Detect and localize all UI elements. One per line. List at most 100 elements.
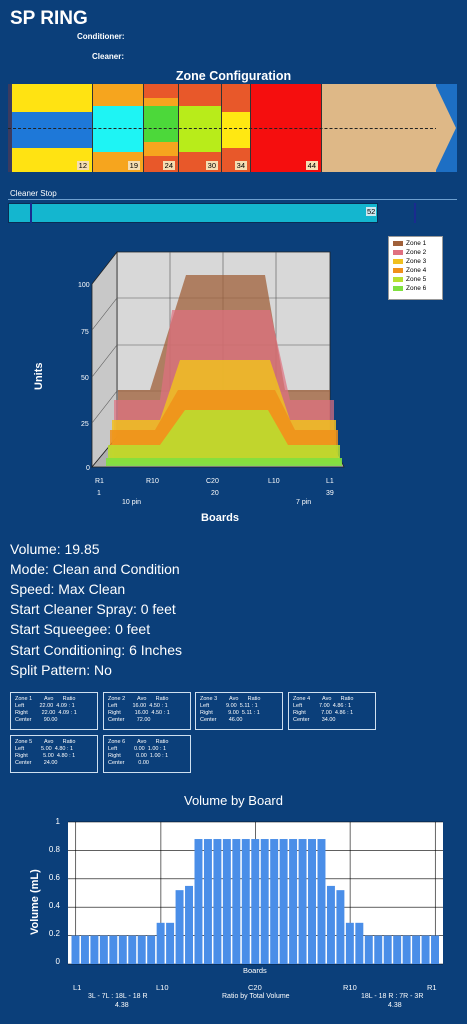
footer-left-value: 4.38 [115,1002,129,1009]
zone-label-4: 30 [205,161,218,170]
volume-bar-8 [137,935,146,964]
zone-box-3: Zone 3 Avo Ratio Left 9.00 5.11 : 1 Right … [195,692,283,730]
zone-label-1: 12 [76,161,89,170]
volume-text: Volume: 19.85 [10,541,100,557]
volume-bar-16 [213,839,222,964]
speed-text: Speed: Max Clean [10,581,126,597]
vol-xtick-l10: L10 [156,983,169,992]
volume-bar-24 [289,839,298,964]
volume-bar-6 [118,935,127,964]
zone-box-4: Zone 4 Avo Ratio Left 7.00 4.86 : 1 Right … [288,692,376,730]
volume-bar-23 [279,839,288,964]
volume-bar-1 [71,935,80,964]
footer-left-ratio: 3L - 7L : 18L - 18 R [88,993,148,1000]
footer-right-value: 4.38 [388,1002,402,1009]
y-tick-0: 0 [86,465,90,472]
vol-xaxis-label: Boards [243,966,267,975]
volume-chart-title: Volume by Board [183,793,283,808]
pin-left-label: 10 pin [122,499,141,506]
cleaner-stop-divider [8,199,457,200]
pin-deck-triangle [436,86,456,170]
volume-bar-2 [80,935,89,964]
zone-legend: Zone 1 Zone 2 Zone 3 Zone 4 Zone 5 Zone … [388,236,443,300]
conditioner-label: Conditioner: [77,32,125,41]
vol-ytick-0.2: 0.2 [48,929,60,938]
volume-bar-20 [251,839,260,964]
legend-zone-3: Zone 3 [393,258,426,265]
volume-bar-12 [175,890,184,964]
volume-bar-4 [99,935,108,964]
volume-bar-39 [431,935,439,964]
legend-zone-2: Zone 2 [393,249,426,256]
volume-bar-7 [128,935,137,964]
legend-zone-5: Zone 5 [393,276,426,283]
volume-bar-9 [147,935,156,964]
y-tick-75: 75 [81,329,89,336]
volume-bar-21 [260,839,269,964]
mode-text: Mode: Clean and Condition [10,561,180,577]
zone-box-6: Zone 6 Avo Ratio Left 0.00 1.00 : 1 Right … [103,735,191,773]
vol-xtick-r10: R10 [343,983,357,992]
footer-right-ratio: 18L - 18 R : 7R - 3R [361,993,424,1000]
pin-right-label: 7 pin [296,499,311,506]
volume-bar-3 [90,935,99,964]
x-tick-l10: L10 [268,478,280,485]
zone-segment-3: 24 [144,84,179,172]
zone-box-2: Zone 2 Avo Ratio Left 16.00 4.50 : 1 Right… [103,692,191,730]
volume-bar-25 [298,839,307,964]
volume-bar-19 [241,839,250,964]
squeegee-text: Start Squeegee: 0 feet [10,621,151,637]
volume-bar-33 [374,935,383,964]
cleaner-stop-label: Cleaner Stop [10,189,57,198]
volume-bar-32 [364,935,373,964]
vol-xtick-r1: R1 [427,983,437,992]
cleaner-stop-marker-start [30,203,32,223]
volume-bar-chart [68,821,443,965]
zone-label-5: 34 [234,161,247,170]
vol-ytick-0.8: 0.8 [48,845,60,854]
cleaner-stop-bar [8,203,378,223]
volume-bar-15 [203,839,212,964]
zone-config-title: Zone Configuration [175,69,292,83]
volume-bar-31 [355,922,364,964]
volume-bar-5 [109,935,118,964]
cleaner-stop-value: 52 [366,207,377,216]
units-3d-chart: 100 75 50 25 0 R1 R10 C20 L10 L1 1 20 39… [78,250,345,506]
volume-bar-22 [270,839,279,964]
volume-bar-37 [412,935,421,964]
volume-bar-18 [232,839,241,964]
zone-center-line [8,128,438,129]
vol-ytick-0: 0 [55,957,60,966]
legend-zone-6: Zone 6 [393,285,426,292]
zone-label-3: 24 [162,161,175,170]
volume-bar-11 [166,922,175,964]
legend-zone-1: Zone 1 [393,240,426,247]
x-tick-l1: L1 [326,478,334,485]
footer-center-label: Ratio by Total Volume [222,993,290,1000]
zone-box-1: Zone 1 Avo Ratio Left 22.00 4.09 : 1 Right… [10,692,98,730]
x-num-20: 20 [211,490,219,497]
volume-bar-38 [421,935,430,964]
volume-bar-30 [345,922,354,964]
x-tick-r10: R10 [146,478,159,485]
split-pattern-text: Split Pattern: No [10,662,112,678]
conditioning-text: Start Conditioning: 6 Inches [10,642,182,658]
zone-label-6: 44 [305,161,318,170]
boards-axis-label: Boards [201,512,239,524]
x-num-39: 39 [326,490,334,497]
volume-bar-34 [383,935,392,964]
volume-bar-26 [308,839,316,964]
volume-bar-35 [393,935,402,964]
cleaner-stop-marker-end [414,203,416,223]
vol-ytick-0.4: 0.4 [48,901,60,910]
y-tick-100: 100 [78,282,90,289]
legend-zone-4: Zone 4 [393,267,426,274]
volume-bar-13 [185,885,193,964]
volume-bar-27 [317,839,326,964]
x-num-1: 1 [97,490,101,497]
y-tick-25: 25 [81,421,89,428]
vol-ytick-0.6: 0.6 [48,873,60,882]
zone-box-5: Zone 5 Avo Ratio Left 5.00 4.80 : 1 Right … [10,735,98,773]
units-axis-label: Units [33,362,45,391]
volume-bar-29 [336,890,345,964]
